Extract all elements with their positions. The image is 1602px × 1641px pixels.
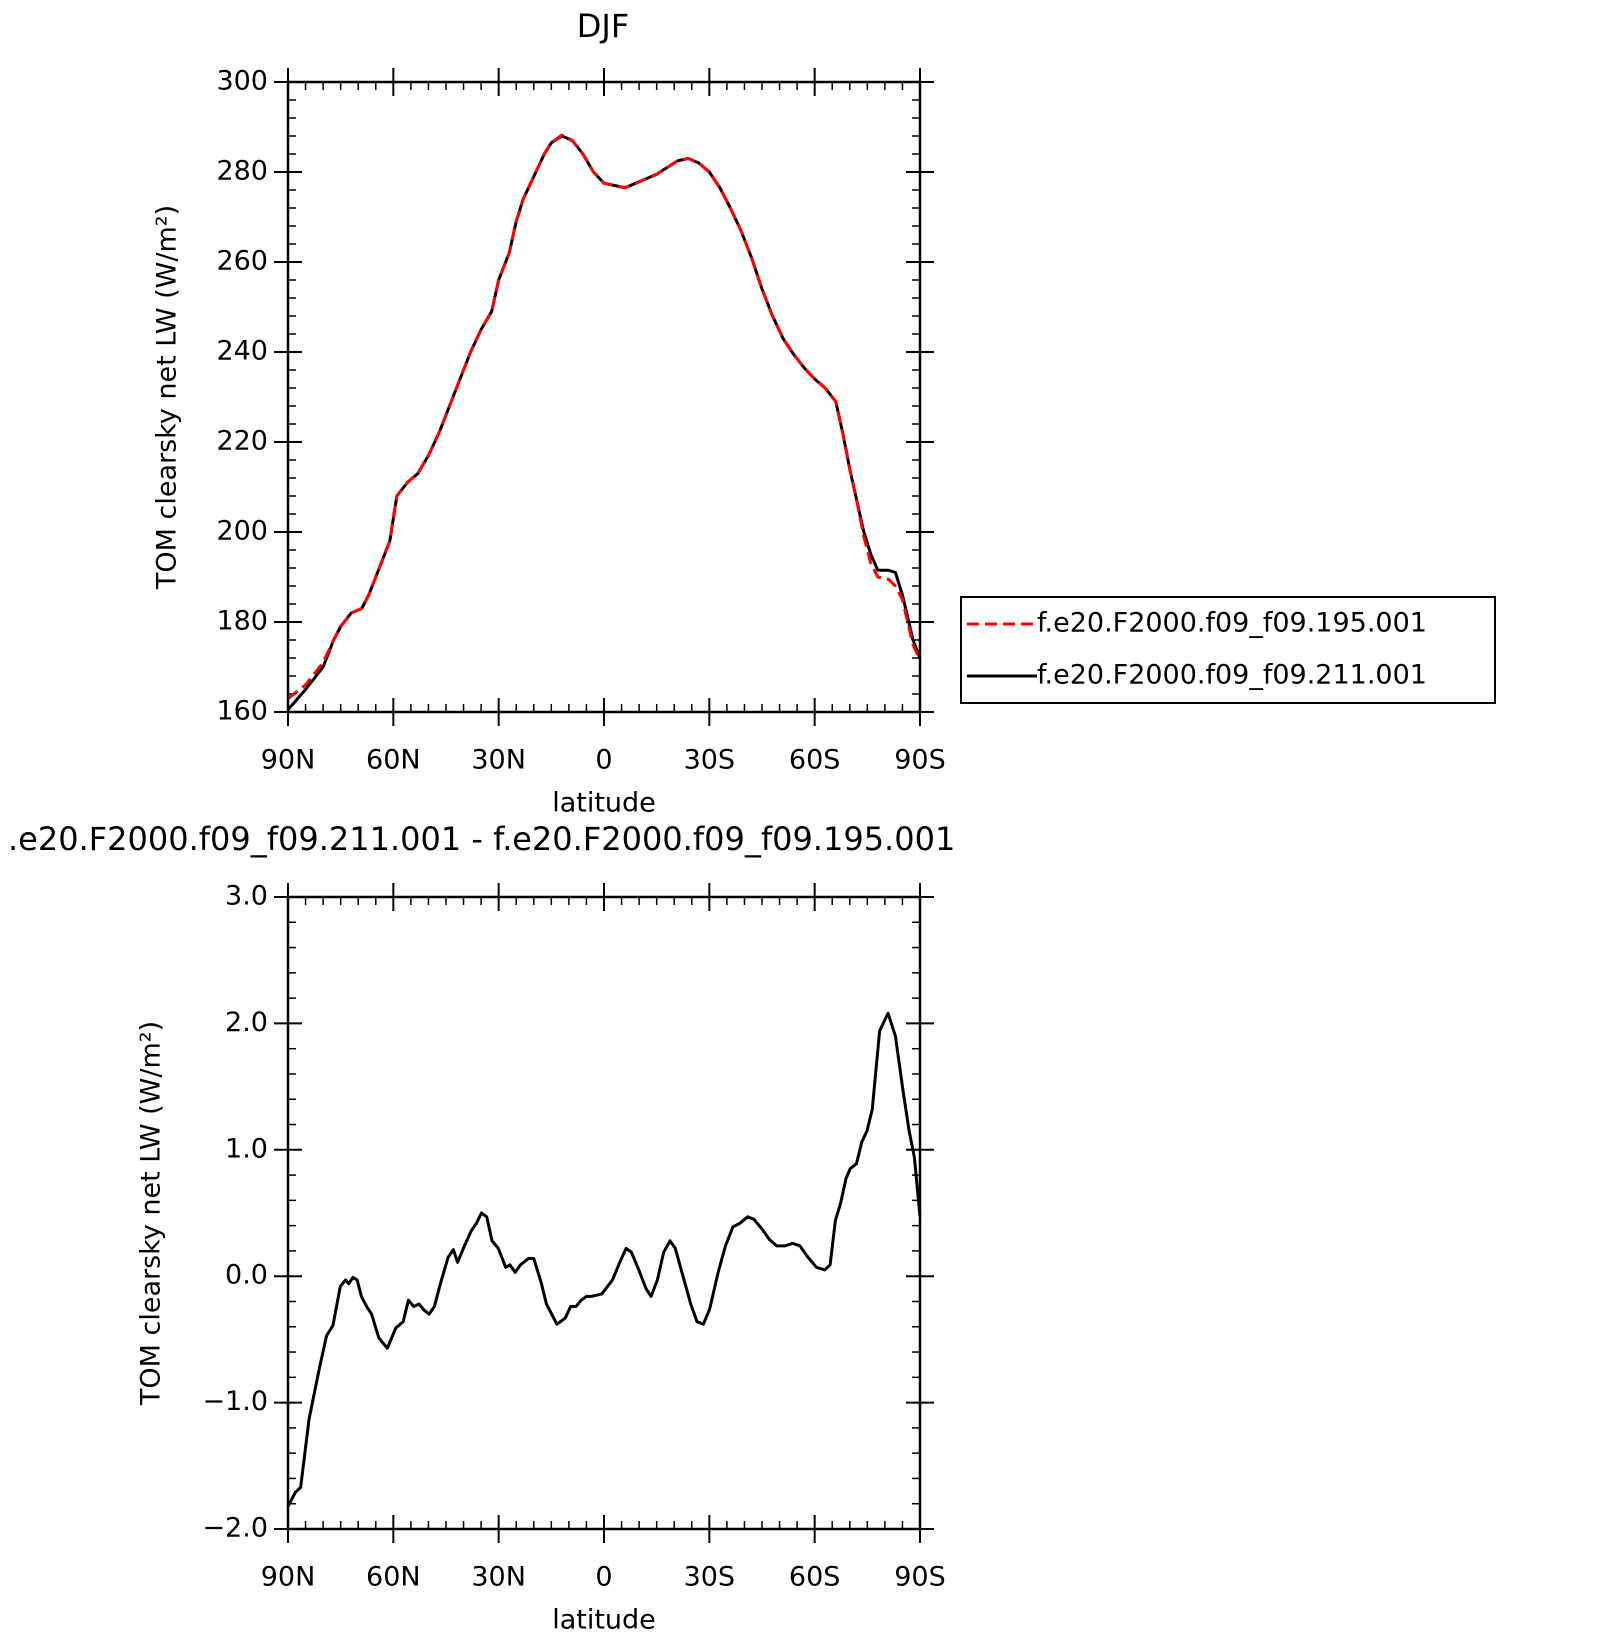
y-tick-label: 220 — [216, 426, 268, 457]
y-axis-label: TOM clearsky net LW (W/m²) — [152, 205, 183, 590]
x-tick-label: 90N — [261, 1562, 316, 1593]
x-axis-label: latitude — [552, 1605, 656, 1636]
legend-box — [960, 596, 1496, 704]
x-tick-label: 90N — [261, 745, 316, 776]
y-tick-label: 160 — [216, 696, 268, 727]
y-tick-label: 0.0 — [225, 1260, 268, 1291]
x-tick-label: 90S — [894, 1562, 946, 1593]
y-tick-label: 280 — [216, 156, 268, 187]
x-tick-label: 30N — [471, 1562, 526, 1593]
x-tick-label: 90S — [894, 745, 946, 776]
line-series — [286, 134, 922, 711]
chart-title: .e20.F2000.f09_f09.211.001 - f.e20.F2000… — [8, 820, 955, 858]
plot-frame — [286, 895, 922, 1531]
chart-title: DJF — [577, 7, 629, 45]
y-tick-label: 240 — [216, 336, 268, 367]
y-tick-label: 3.0 — [225, 881, 268, 912]
y-tick-label: 300 — [216, 66, 268, 97]
x-tick-label: 0 — [595, 745, 612, 776]
line-series — [286, 1011, 922, 1507]
x-tick-label: 60N — [366, 745, 421, 776]
legend-label: f.e20.F2000.f09_f09.211.001 — [1037, 660, 1427, 691]
y-tick-label: 260 — [216, 246, 268, 277]
y-tick-label: 2.0 — [225, 1007, 268, 1038]
y-tick-label: 180 — [216, 606, 268, 637]
y-tick-label: 1.0 — [225, 1133, 268, 1164]
plot-frame — [286, 80, 922, 714]
legend-label: f.e20.F2000.f09_f09.195.001 — [1037, 608, 1427, 639]
line-series — [287, 133, 922, 700]
y-axis-label: TOM clearsky net LW (W/m²) — [136, 1021, 167, 1406]
y-tick-label: −2.0 — [202, 1513, 268, 1544]
x-tick-label: 30N — [471, 745, 526, 776]
x-tick-label: 30S — [684, 745, 736, 776]
x-tick-label: 60S — [789, 1562, 841, 1593]
x-tick-label: 60S — [789, 745, 841, 776]
x-tick-label: 60N — [366, 1562, 421, 1593]
y-tick-label: −1.0 — [202, 1386, 268, 1417]
x-tick-label: 30S — [684, 1562, 736, 1593]
y-tick-label: 200 — [216, 516, 268, 547]
x-axis-label: latitude — [552, 788, 656, 819]
x-tick-label: 0 — [595, 1562, 612, 1593]
